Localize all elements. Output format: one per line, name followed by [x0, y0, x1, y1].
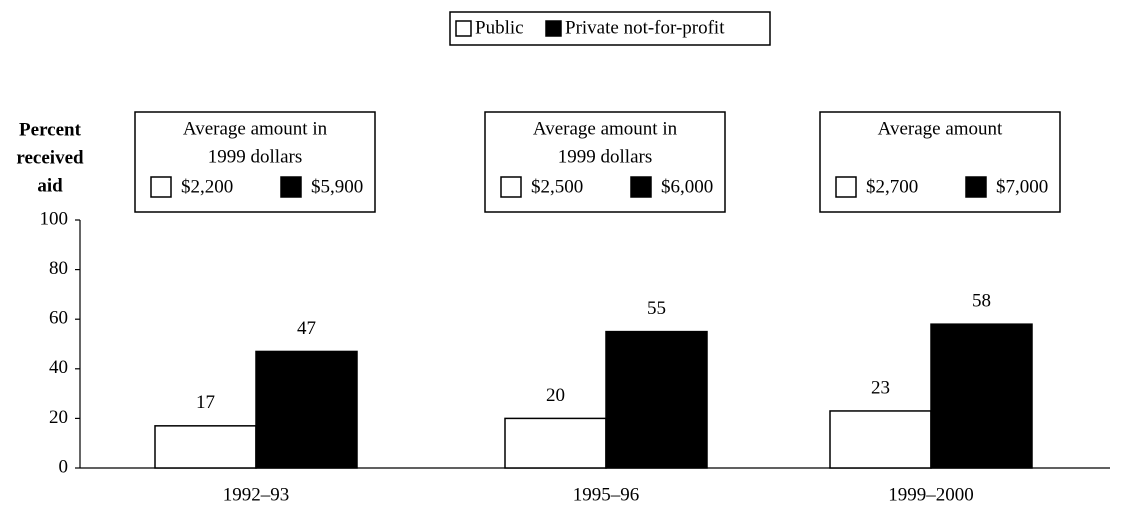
bar	[504, 417, 607, 469]
annotation-title: Average amount in	[533, 118, 678, 139]
bar	[154, 425, 257, 469]
legend-swatch	[545, 20, 562, 37]
value-label: 20	[546, 385, 565, 406]
annotation-amount: $2,700	[866, 176, 918, 197]
annotation-title: 1999 dollars	[208, 146, 302, 167]
y-tick-label: 20	[49, 407, 68, 428]
annotation-swatch	[835, 176, 857, 198]
legend-label: Public	[475, 17, 524, 38]
y-tick-label: 100	[40, 208, 69, 229]
value-label: 17	[196, 392, 215, 413]
bar	[255, 350, 358, 469]
annotation-box	[484, 111, 726, 213]
annotation-swatch	[630, 176, 652, 198]
x-tick-label: 1999–2000	[888, 484, 974, 505]
y-tick-label: 60	[49, 308, 68, 329]
y-tick-label: 40	[49, 357, 68, 378]
legend-box	[449, 11, 771, 46]
value-label: 58	[972, 291, 991, 312]
annotation-amount: $2,500	[531, 176, 583, 197]
y-axis-label: Percent	[19, 119, 82, 140]
annotation-amount: $5,900	[311, 176, 363, 197]
value-label: 55	[647, 298, 666, 319]
legend-swatch	[455, 20, 472, 37]
x-tick-label: 1992–93	[223, 484, 290, 505]
x-tick-label: 1995–96	[573, 484, 640, 505]
y-axis-label: aid	[37, 175, 63, 196]
annotation-title: 1999 dollars	[558, 146, 652, 167]
legend-label: Private not-for-profit	[565, 17, 725, 38]
value-label: 23	[871, 377, 890, 398]
annotation-title: Average amount	[878, 118, 1003, 139]
annotation-box	[134, 111, 376, 213]
bar	[605, 330, 708, 469]
annotation-title: Average amount in	[183, 118, 328, 139]
annotation-swatch	[280, 176, 302, 198]
bar	[930, 323, 1033, 469]
annotation-swatch	[965, 176, 987, 198]
y-tick-label: 80	[49, 258, 68, 279]
annotation-swatch	[500, 176, 522, 198]
annotation-amount: $7,000	[996, 176, 1048, 197]
annotation-box	[819, 111, 1061, 213]
y-tick-label: 0	[59, 456, 69, 477]
bar	[829, 410, 932, 469]
annotation-amount: $2,200	[181, 176, 233, 197]
annotation-amount: $6,000	[661, 176, 713, 197]
y-axis-label: received	[16, 147, 84, 168]
value-label: 47	[297, 318, 316, 339]
annotation-swatch	[150, 176, 172, 198]
